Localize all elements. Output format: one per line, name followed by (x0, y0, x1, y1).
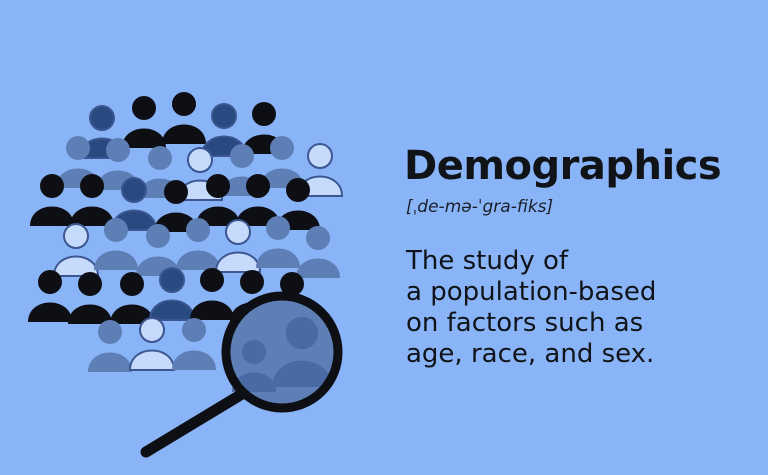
definition-line: The study of (406, 246, 569, 276)
page-title: Demographics (404, 143, 722, 189)
definition-panel: Demographics [ˌde-mə-ˈgra-fiks] The stud… (404, 140, 744, 370)
definition-line: age, race, and sex. (406, 339, 655, 369)
definition-line: a population-based (406, 277, 657, 307)
magnifying-glass-icon (140, 291, 343, 458)
pronunciation: [ˌde-mə-ˈgra-fiks] (406, 197, 554, 217)
definition-text: The study of a population-based on facto… (406, 246, 744, 370)
definition-line: on factors such as (406, 308, 644, 338)
